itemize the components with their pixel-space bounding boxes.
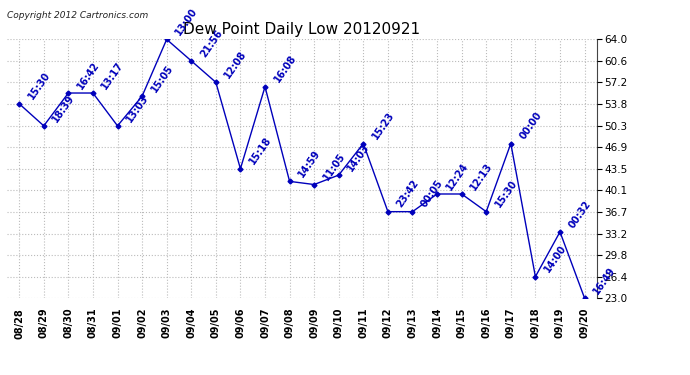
Text: 13:03: 13:03: [124, 93, 150, 124]
Text: 15:23: 15:23: [371, 110, 396, 141]
Text: 11:05: 11:05: [321, 151, 347, 182]
Text: 15:30: 15:30: [493, 178, 519, 210]
Text: 14:03: 14:03: [346, 142, 372, 173]
Text: 00:00: 00:00: [518, 110, 544, 141]
Text: 16:08: 16:08: [272, 53, 298, 84]
Text: 14:00: 14:00: [542, 243, 569, 274]
Text: 13:17: 13:17: [100, 60, 126, 91]
Text: 12:08: 12:08: [223, 49, 249, 80]
Text: 13:00: 13:00: [174, 6, 199, 37]
Text: 12:24: 12:24: [444, 161, 470, 192]
Text: 16:42: 16:42: [75, 60, 101, 91]
Text: 21:56: 21:56: [198, 27, 224, 58]
Text: 15:30: 15:30: [26, 70, 52, 102]
Text: 12:13: 12:13: [469, 161, 495, 192]
Text: 14:59: 14:59: [297, 148, 322, 179]
Text: 23:42: 23:42: [395, 178, 421, 210]
Text: 15:05: 15:05: [149, 63, 175, 94]
Text: 00:05: 00:05: [420, 178, 446, 210]
Text: Dew Point (°F): Dew Point (°F): [502, 26, 592, 35]
Title: Dew Point Daily Low 20120921: Dew Point Daily Low 20120921: [184, 22, 420, 37]
Text: 00:32: 00:32: [567, 199, 593, 230]
Text: 15:18: 15:18: [248, 135, 273, 166]
Text: 18:39: 18:39: [51, 92, 77, 124]
Text: 16:49: 16:49: [591, 265, 618, 296]
Text: Copyright 2012 Cartronics.com: Copyright 2012 Cartronics.com: [7, 11, 148, 20]
